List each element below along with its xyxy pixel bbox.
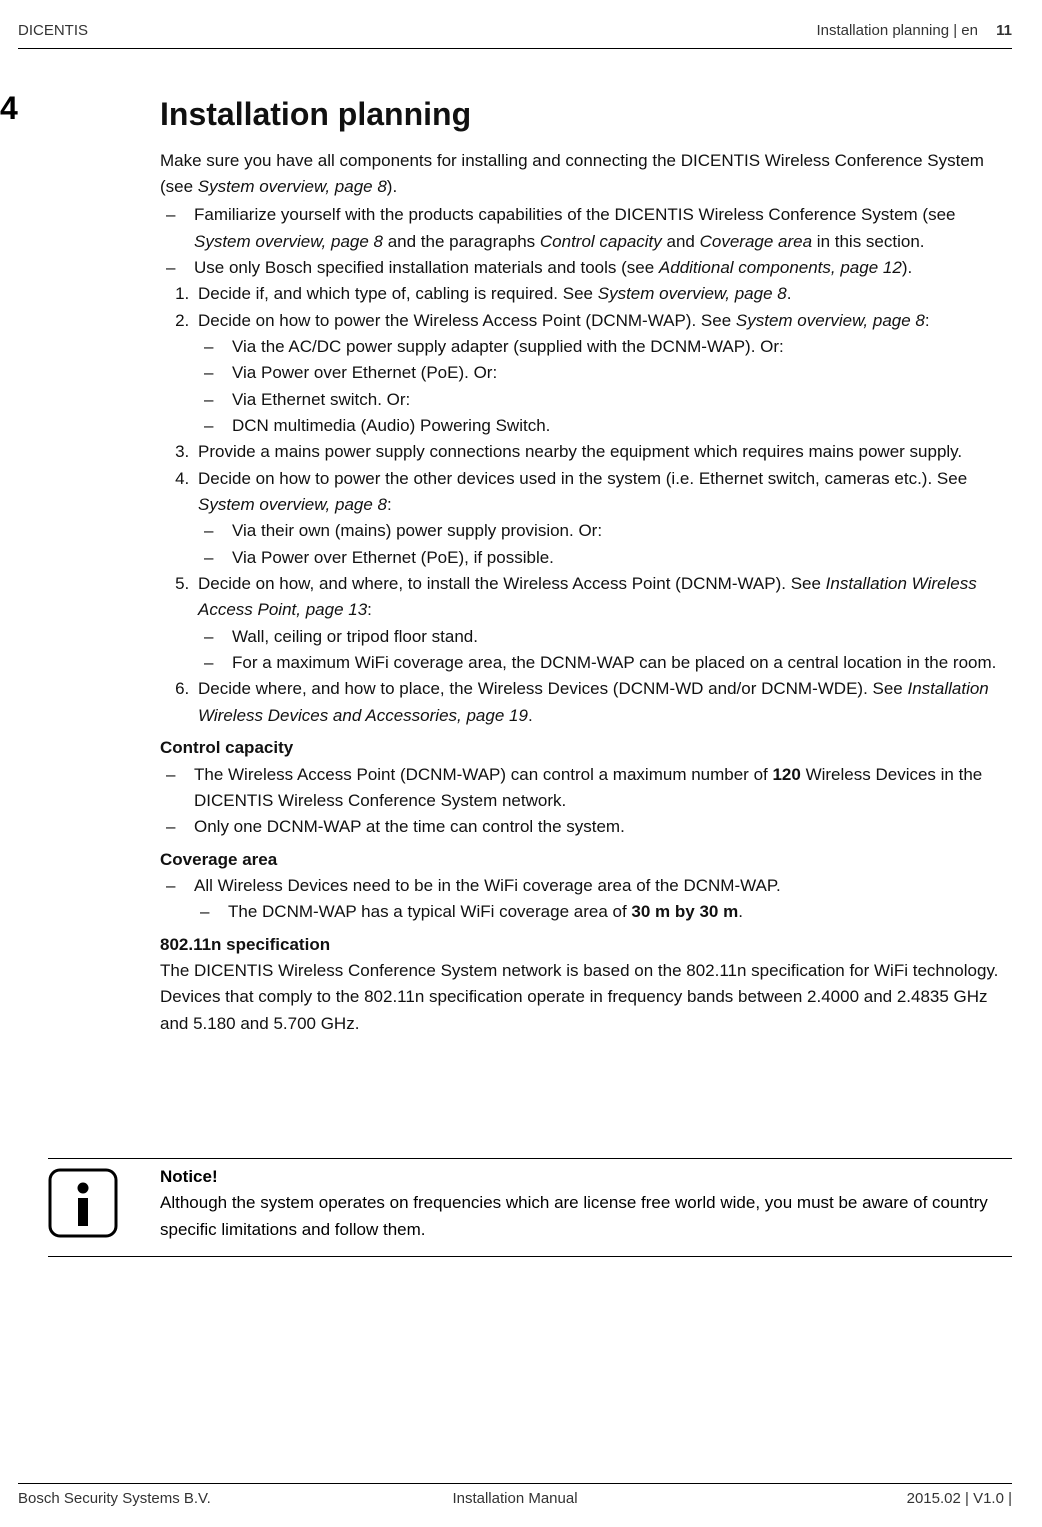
- step-2: Decide on how to power the Wireless Acce…: [194, 308, 1012, 440]
- cc-item-2: Only one DCNM‑WAP at the time can contro…: [194, 814, 1012, 840]
- s4-sub2: Via Power over Ethernet (PoE), if possib…: [232, 545, 1012, 571]
- page-title: Installation planning: [160, 90, 1012, 140]
- step-4-sub: Via their own (mains) power supply provi…: [198, 518, 1012, 571]
- s4-sub1: Via their own (mains) power supply provi…: [232, 518, 1012, 544]
- s5-sub1: Wall, ceiling or tripod floor stand.: [232, 624, 1012, 650]
- b1-b: and the paragraphs: [383, 232, 540, 251]
- step-1: Decide if, and which type of, cabling is…: [194, 281, 1012, 307]
- s1-ref: System overview, page 8: [598, 284, 787, 303]
- intro-bullets: Familiarize yourself with the products c…: [160, 202, 1012, 281]
- s2-a: Decide on how to power the Wireless Acce…: [198, 311, 736, 330]
- page-footer: Installation Manual Bosch Security Syste…: [18, 1483, 1012, 1507]
- numbered-steps: Decide if, and which type of, cabling is…: [160, 281, 1012, 729]
- page-header: DICENTIS Installation planning | en 11: [0, 22, 1042, 39]
- footer-center: Installation Manual: [18, 1490, 1012, 1507]
- s5-b: :: [367, 600, 372, 619]
- b1-d: in this section.: [812, 232, 924, 251]
- ca-sub-1: The DCNM‑WAP has a typical WiFi coverage…: [228, 899, 1012, 925]
- notice-block: Notice! Although the system operates on …: [48, 1158, 1012, 1249]
- notice-rule-bottom: [48, 1256, 1012, 1257]
- s4-b: :: [387, 495, 392, 514]
- b1-ref3: Coverage area: [700, 232, 812, 251]
- step-2-sub: Via the AC/DC power supply adapter (supp…: [198, 334, 1012, 439]
- intro-ref: System overview, page 8: [198, 177, 387, 196]
- step-3: Provide a mains power supply connections…: [194, 439, 1012, 465]
- spec-heading: 802.11n specification: [160, 932, 1012, 958]
- s2-b: :: [925, 311, 930, 330]
- step-5: Decide on how, and where, to install the…: [194, 571, 1012, 676]
- header-section: Installation planning | en 11: [816, 22, 1012, 39]
- spec-body: The DICENTIS Wireless Conference System …: [160, 958, 1012, 1037]
- ca-sub-c: .: [738, 902, 743, 921]
- coverage-area-heading: Coverage area: [160, 847, 1012, 873]
- intro-text-b: ).: [387, 177, 397, 196]
- step-5-sub: Wall, ceiling or tripod floor stand. For…: [198, 624, 1012, 677]
- main-content: Installation planning Make sure you have…: [160, 90, 1012, 1037]
- ca-item-1: All Wireless Devices need to be in the W…: [194, 873, 1012, 926]
- notice-heading: Notice!: [160, 1164, 1012, 1190]
- s2-ref: System overview, page 8: [736, 311, 925, 330]
- cc-item-1: The Wireless Access Point (DCNM‑WAP) can…: [194, 762, 1012, 815]
- bullet-familiarize: Familiarize yourself with the products c…: [194, 202, 1012, 255]
- s2-sub4: DCN multimedia (Audio) Powering Switch.: [232, 413, 1012, 439]
- s2-sub1: Via the AC/DC power supply adapter (supp…: [232, 334, 1012, 360]
- cc1-b: 120: [772, 765, 800, 784]
- control-capacity-list: The Wireless Access Point (DCNM‑WAP) can…: [160, 762, 1012, 841]
- b1-c: and: [662, 232, 700, 251]
- b2-b: ).: [902, 258, 912, 277]
- header-product: DICENTIS: [18, 22, 88, 39]
- notice-body: Although the system operates on frequenc…: [160, 1190, 1012, 1243]
- header-right-text: Installation planning | en: [816, 22, 978, 39]
- header-rule: [18, 48, 1012, 49]
- step-4: Decide on how to power the other devices…: [194, 466, 1012, 571]
- s5-sub2: For a maximum WiFi coverage area, the DC…: [232, 650, 1012, 676]
- section-number: 4: [0, 90, 18, 127]
- cc1-a: The Wireless Access Point (DCNM‑WAP) can…: [194, 765, 772, 784]
- footer-rule: [18, 1483, 1012, 1484]
- ca-sub-a: The DCNM‑WAP has a typical WiFi coverage…: [228, 902, 631, 921]
- s1-b: .: [787, 284, 792, 303]
- s2-sub3: Via Ethernet switch. Or:: [232, 387, 1012, 413]
- b2-a: Use only Bosch specified installation ma…: [194, 258, 659, 277]
- s1-a: Decide if, and which type of, cabling is…: [198, 284, 598, 303]
- intro-paragraph: Make sure you have all components for in…: [160, 148, 1012, 201]
- page-number: 11: [996, 22, 1012, 39]
- ca-sub: The DCNM‑WAP has a typical WiFi coverage…: [194, 899, 1012, 925]
- step-6: Decide where, and how to place, the Wire…: [194, 676, 1012, 729]
- s2-sub2: Via Power over Ethernet (PoE). Or:: [232, 360, 1012, 386]
- b1-ref1: System overview, page 8: [194, 232, 383, 251]
- ca1: All Wireless Devices need to be in the W…: [194, 876, 781, 895]
- control-capacity-heading: Control capacity: [160, 735, 1012, 761]
- s4-a: Decide on how to power the other devices…: [198, 469, 967, 488]
- bullet-materials: Use only Bosch specified installation ma…: [194, 255, 1012, 281]
- notice-text: Notice! Although the system operates on …: [160, 1158, 1012, 1249]
- b2-ref: Additional components, page 12: [659, 258, 902, 277]
- b1-ref2: Control capacity: [540, 232, 662, 251]
- s4-ref: System overview, page 8: [198, 495, 387, 514]
- s5-a: Decide on how, and where, to install the…: [198, 574, 826, 593]
- b1-a: Familiarize yourself with the products c…: [194, 205, 956, 224]
- s6-a: Decide where, and how to place, the Wire…: [198, 679, 907, 698]
- s6-b: .: [528, 706, 533, 725]
- ca-sub-b: 30 m by 30 m: [631, 902, 738, 921]
- info-icon: [48, 1168, 118, 1238]
- coverage-area-list: All Wireless Devices need to be in the W…: [160, 873, 1012, 926]
